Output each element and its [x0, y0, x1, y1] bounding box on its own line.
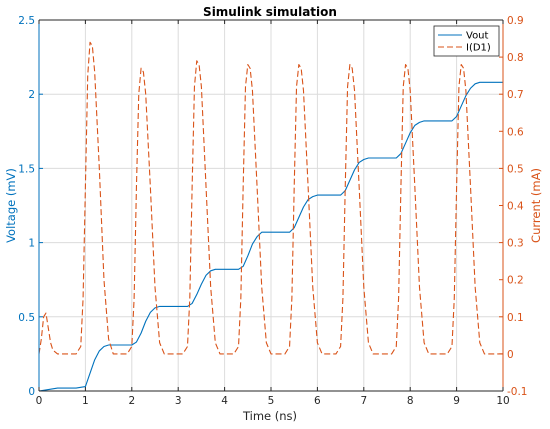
- x-tick-label: 2: [128, 395, 135, 407]
- x-tick-label: 6: [314, 395, 321, 407]
- right-y-tick-label: 0.2: [507, 275, 524, 287]
- left-y-tick-label: 0.5: [18, 312, 35, 324]
- right-y-tick-label: 0.7: [507, 89, 524, 101]
- series-line-i-d1: [38, 41, 503, 355]
- chart-title: Simulink simulation: [203, 5, 337, 19]
- x-axis: 0 1 2 3 4 5 6 7 8 9 10: [36, 19, 510, 407]
- left-y-axis-label: Voltage (mV): [4, 168, 18, 243]
- x-tick-label: 10: [496, 395, 509, 407]
- left-y-tick-label: 1.5: [18, 163, 35, 175]
- legend-box: [433, 25, 500, 57]
- left-y-axis: 0 0.5 1 1.5 2 2.5: [18, 15, 43, 398]
- right-y-tick-label: 0.3: [507, 238, 524, 250]
- x-tick-label: 1: [82, 395, 89, 407]
- right-y-axis: -0.1 0 0.1 0.2 0.3 0.4 0.5 0.6 0.7 0.8 0.9: [499, 15, 528, 398]
- x-tick-label: 0: [36, 395, 43, 407]
- right-y-tick-label: 0.5: [507, 163, 524, 175]
- x-tick-label: 4: [221, 395, 228, 407]
- right-y-tick-label: 0.4: [507, 201, 524, 213]
- x-tick-label: 3: [175, 395, 182, 407]
- x-tick-label: 9: [453, 395, 460, 407]
- legend-label: I(D1): [466, 43, 491, 54]
- grid-lines: [39, 20, 503, 391]
- plot-area: [38, 41, 503, 392]
- right-y-tick-label: 0.9: [507, 15, 524, 27]
- legend-label: Vout: [466, 31, 489, 42]
- x-tick-label: 8: [407, 395, 414, 407]
- right-y-tick-label: 0.1: [507, 312, 524, 324]
- series-line-vout: [38, 81, 503, 392]
- left-y-tick-label: 2.5: [18, 15, 35, 27]
- left-y-tick-label: 2: [28, 89, 35, 101]
- right-y-tick-label: 0.6: [507, 126, 524, 138]
- right-y-tick-label: 0.8: [507, 52, 524, 64]
- left-y-tick-label: 0: [28, 386, 35, 398]
- left-y-tick-label: 1: [28, 238, 35, 250]
- x-axis-label: Time (ns): [242, 409, 297, 423]
- right-y-tick-label: 0: [507, 349, 514, 361]
- x-tick-label: 5: [268, 395, 275, 407]
- right-y-tick-label: -0.1: [507, 386, 528, 398]
- x-tick-label: 7: [360, 395, 367, 407]
- right-y-axis-label: Current (mA): [529, 168, 543, 243]
